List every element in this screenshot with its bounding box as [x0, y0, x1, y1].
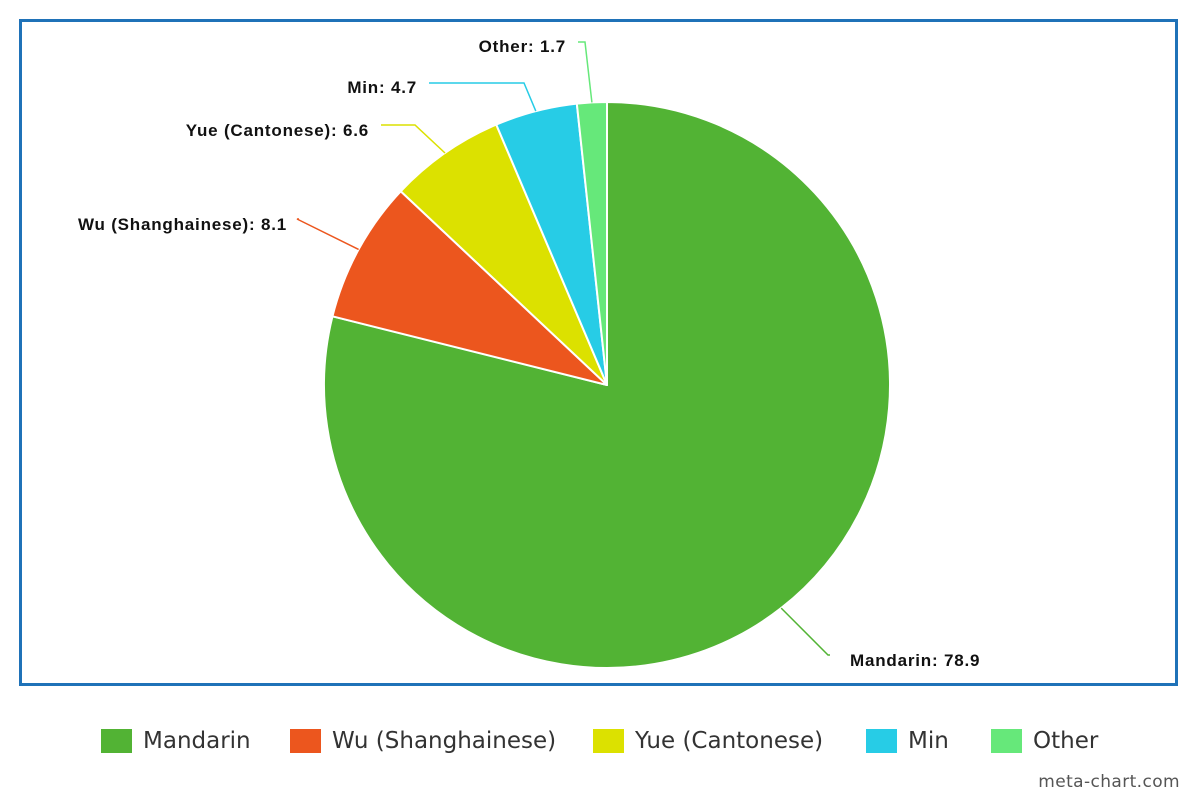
leader-line-yue-cantonese	[381, 124, 446, 154]
data-labels: Mandarin: 78.9 Wu (Shanghainese): 8.1 Yue …	[78, 37, 980, 670]
pie-slice-wu-shanghainese[interactable]	[331, 190, 608, 386]
legend-item-yue[interactable]: Yue (Cantonese)	[593, 724, 823, 758]
chart-frame	[19, 19, 1178, 686]
legend-label-min: Min	[908, 728, 949, 754]
data-label-mandarin: Mandarin: 78.9	[850, 651, 980, 670]
leader-line-mandarin	[780, 607, 830, 656]
legend-item-wu[interactable]: Wu (Shanghainese)	[290, 724, 556, 758]
pie-slices	[322, 100, 891, 669]
leader-line-other	[578, 41, 593, 103]
legend-label-other: Other	[1033, 728, 1099, 754]
data-label-other: Other: 1.7	[479, 37, 566, 56]
pie-slice-yue-cantonese[interactable]	[399, 123, 608, 386]
legend-swatch-other	[991, 729, 1022, 753]
pie-slice-other[interactable]	[575, 100, 608, 386]
leader-line-wu-shanghainese	[296, 218, 359, 251]
legend: Mandarin Wu (Shanghainese) Yue (Cantones…	[0, 724, 1200, 758]
leader-line-min	[429, 82, 537, 112]
watermark: meta-chart.com	[1038, 772, 1180, 792]
leader-lines	[296, 41, 830, 656]
legend-swatch-min	[866, 729, 897, 753]
data-label-wu-shanghainese: Wu (Shanghainese): 8.1	[78, 215, 287, 234]
legend-item-mandarin[interactable]: Mandarin	[101, 724, 251, 758]
legend-swatch-yue	[593, 729, 624, 753]
legend-item-min[interactable]: Min	[866, 724, 949, 758]
legend-item-other[interactable]: Other	[991, 724, 1098, 758]
data-label-yue-cantonese: Yue (Cantonese): 6.6	[186, 121, 369, 140]
data-label-min: Min: 4.7	[347, 78, 417, 97]
legend-label-yue: Yue (Cantonese)	[635, 728, 824, 754]
legend-label-mandarin: Mandarin	[143, 728, 251, 754]
legend-label-wu: Wu (Shanghainese)	[332, 728, 557, 754]
legend-swatch-mandarin	[101, 729, 132, 753]
legend-swatch-wu	[290, 729, 321, 753]
